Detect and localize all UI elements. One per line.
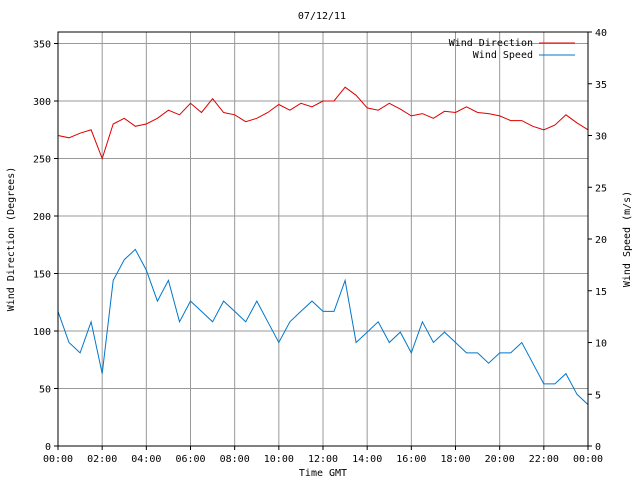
y-left-tick-label: 100 [33,327,51,338]
series-line-wind-speed [57,248,589,405]
series-layer [57,86,589,405]
x-tick-label: 12:00 [308,454,338,465]
chart-title: 07/12/11 [298,11,346,22]
plot-frame [57,31,589,447]
x-tick-label: 16:00 [396,454,426,465]
x-tick-label: 18:00 [440,454,470,465]
y-right-tick-label: 10 [595,339,607,350]
y-left-tick-label: 0 [45,442,51,453]
axis-labels: 00:00 02:00 04:00 06:00 08:00 10:00 12:00 14:00… [33,28,607,465]
x-tick-label: 06:00 [175,454,205,465]
x-tick-label: 10:00 [264,454,294,465]
y-right-tick-label: 25 [595,183,607,194]
x-tick-label: 08:00 [220,454,250,465]
x-tick-label: 02:00 [87,454,117,465]
y-left-tick-label: 150 [33,270,51,281]
y-right-tick-label: 0 [595,442,601,453]
y-right-tick-label: 15 [595,287,607,298]
x-tick-label: 22:00 [529,454,559,465]
x-tick-label: 00:00 [573,454,603,465]
y-right-tick-label: 40 [595,28,607,39]
y-right-tick-label: 35 [595,80,607,91]
y-left-tick-label: 50 [39,385,51,396]
y-right-tick-label: 30 [595,132,607,143]
x-tick-label: 14:00 [352,454,382,465]
legend-label: Wind Direction [449,38,533,49]
y-right-tick-label: 20 [595,235,607,246]
x-tick-label: 20:00 [485,454,515,465]
y-axis-left-label: Wind Direction (Degrees) [6,167,17,312]
y-right-tick-label: 5 [595,390,601,401]
y-left-tick-label: 200 [33,212,51,223]
legend-label: Wind Speed [473,50,533,61]
x-axis-label: Time GMT [299,468,347,479]
y-left-tick-label: 250 [33,155,51,166]
grid [54,31,592,450]
series-line-wind-direction [57,86,589,161]
y-left-tick-label: 350 [33,40,51,51]
y-axis-right-label: Wind Speed (m/s) [622,191,633,287]
y-left-tick-label: 300 [33,97,51,108]
x-tick-label: 04:00 [131,454,161,465]
x-tick-label: 00:00 [43,454,73,465]
